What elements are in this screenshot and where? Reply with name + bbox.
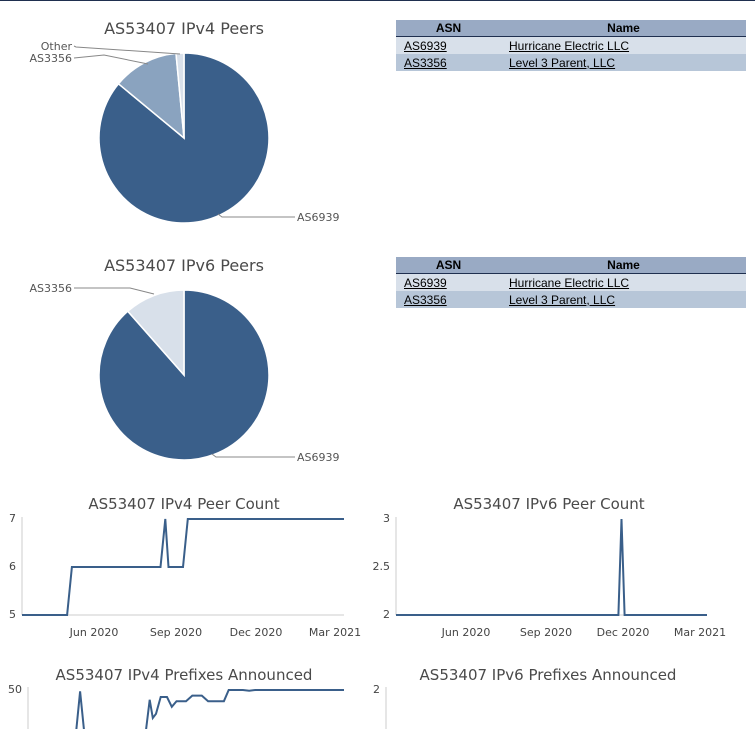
v6-pie-label-as6939: AS6939: [297, 451, 340, 464]
y-tick-label: 2: [383, 608, 390, 621]
name-link[interactable]: Hurricane Electric LLC: [509, 38, 630, 53]
table-row: AS3356 Level 3 Parent, LLC: [396, 291, 746, 308]
x-tick-label: Dec 2020: [597, 626, 650, 639]
name-cell: Level 3 Parent, LLC: [501, 54, 746, 71]
asn-link[interactable]: AS6939: [404, 275, 447, 290]
asn-cell: AS6939: [396, 273, 501, 291]
v4-prefixes-series-line: [75, 689, 344, 729]
asn-link[interactable]: AS3356: [404, 55, 447, 70]
v6-peers-pie-chart: AS53407 IPv6 Peers AS6939 AS3356: [29, 256, 339, 464]
v4-pie-label-as6939: AS6939: [297, 211, 340, 224]
table-row: AS6939 Hurricane Electric LLC: [396, 273, 746, 291]
y-tick-label: 6: [9, 560, 16, 573]
v4-pie-label-other: Other: [41, 40, 73, 53]
name-cell: Hurricane Electric LLC: [501, 36, 746, 54]
y-tick-label: 2.5: [373, 560, 391, 573]
column-header-asn: ASN: [396, 20, 501, 37]
v6-prefixes-title: AS53407 IPv6 Prefixes Announced: [420, 666, 677, 684]
x-tick-label: Mar 2021: [309, 626, 361, 639]
asn-cell: AS3356: [396, 291, 501, 308]
v6-peers-pie-title: AS53407 IPv6 Peers: [104, 256, 264, 275]
top-rule: [0, 0, 755, 1]
table-header-row: ASN Name: [396, 257, 746, 274]
x-tick-label: Sep 2020: [520, 626, 572, 639]
table-header-row: ASN Name: [396, 20, 746, 37]
v4-peer-count-title: AS53407 IPv4 Peer Count: [88, 495, 279, 513]
y-tick-label: 2: [373, 683, 380, 696]
name-link[interactable]: Hurricane Electric LLC: [509, 275, 630, 290]
v4-pie-label-as3356: AS3356: [29, 52, 72, 65]
v6-pie-leaders: [74, 287, 295, 458]
v4-prefixes-title: AS53407 IPv4 Prefixes Announced: [56, 666, 313, 684]
name-link[interactable]: Level 3 Parent, LLC: [509, 292, 616, 307]
table-row: AS6939 Hurricane Electric LLC: [396, 36, 746, 54]
leader-line-as3356: [73, 54, 149, 65]
v4-peer-count-chart: AS53407 IPv4 Peer Count 7 6 5 Jun 2020 S…: [9, 495, 361, 639]
column-header-asn: ASN: [396, 257, 501, 274]
v4-peers-pie-title: AS53407 IPv4 Peers: [104, 19, 264, 38]
v4-peers-pie-chart: AS53407 IPv4 Peers AS6939 AS3356 Other: [29, 19, 339, 224]
v6-peer-count-chart: AS53407 IPv6 Peer Count 3 2.5 2 Jun 2020…: [373, 495, 727, 639]
asn-link[interactable]: AS6939: [404, 38, 447, 53]
asn-link[interactable]: AS3356: [404, 292, 447, 307]
v6-peer-count-series-line: [396, 518, 707, 616]
column-header-name: Name: [501, 257, 746, 274]
name-cell: Level 3 Parent, LLC: [501, 291, 746, 308]
x-tick-label: Jun 2020: [441, 626, 491, 639]
y-tick-label: 7: [9, 512, 16, 525]
y-tick-label: 50: [8, 683, 22, 696]
asn-cell: AS6939: [396, 36, 501, 54]
v6-pie-slices: [98, 289, 270, 461]
y-tick-label: 3: [383, 512, 390, 525]
x-tick-label: Sep 2020: [150, 626, 202, 639]
v4-prefixes-chart: AS53407 IPv4 Prefixes Announced 50: [8, 666, 344, 729]
v6-peers-table: ASN Name AS6939 Hurricane Electric LLC A…: [396, 257, 746, 308]
v6-peer-count-title: AS53407 IPv6 Peer Count: [453, 495, 644, 513]
leader-line-other: [73, 45, 181, 55]
leader-line-as3356: [74, 287, 155, 295]
asn-cell: AS3356: [396, 54, 501, 71]
leader-line-as6939: [217, 213, 295, 218]
v6-prefixes-chart: AS53407 IPv6 Prefixes Announced 2: [373, 666, 676, 729]
v4-peers-table: ASN Name AS6939 Hurricane Electric LLC A…: [396, 20, 746, 71]
v6-pie-label-as3356: AS3356: [29, 282, 72, 295]
v4-peer-count-series-line: [22, 518, 344, 616]
v4-pie-leaders: [73, 45, 295, 218]
name-link[interactable]: Level 3 Parent, LLC: [509, 55, 616, 70]
x-tick-label: Jun 2020: [69, 626, 119, 639]
y-tick-label: 5: [9, 608, 16, 621]
x-tick-label: Dec 2020: [230, 626, 283, 639]
v4-pie-slices: [98, 52, 270, 224]
pie-slice-as3356: [126, 289, 185, 377]
name-cell: Hurricane Electric LLC: [501, 273, 746, 291]
leader-line-as6939: [211, 453, 295, 458]
column-header-name: Name: [501, 20, 746, 37]
x-tick-label: Mar 2021: [674, 626, 726, 639]
table-row: AS3356 Level 3 Parent, LLC: [396, 54, 746, 71]
